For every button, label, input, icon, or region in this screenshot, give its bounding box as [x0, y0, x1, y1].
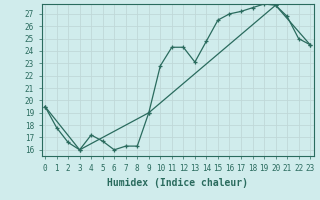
X-axis label: Humidex (Indice chaleur): Humidex (Indice chaleur) [107, 178, 248, 188]
